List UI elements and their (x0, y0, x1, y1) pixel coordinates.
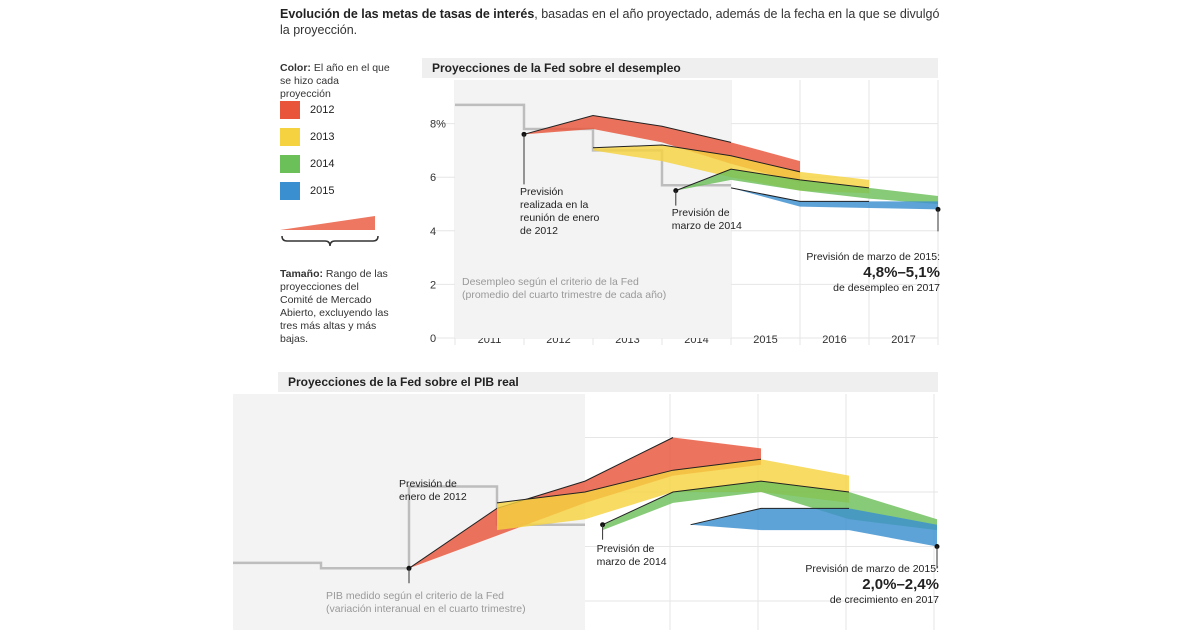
size-legend-graphic (280, 216, 379, 247)
legend-label: 2012 (310, 104, 335, 116)
y-tick-label: 2 (430, 279, 436, 291)
projection-outline-2015 (730, 187, 869, 202)
annotation: Previsión de marzo de 2014 (671, 206, 742, 232)
actual-step-line (455, 103, 731, 187)
legend-swatch (280, 101, 300, 119)
range-wedge (280, 216, 375, 230)
legend-swatch (280, 128, 300, 146)
x-tick-label: 2016 (822, 334, 846, 346)
projection-outline-2013 (496, 458, 762, 504)
actual-series-label: PIB medido según el criterio de la Fed (v… (326, 590, 526, 616)
projection-outline-2013 (592, 144, 801, 173)
annotation-pre: Previsión de marzo de 2015: (806, 251, 940, 264)
actual-label-line: PIB medido según el criterio de la Fed (326, 590, 505, 602)
headline-bold: Evolución de las metas de tasas de inter… (280, 7, 535, 21)
actual-label-line: (promedio del cuarto trimestre de cada a… (462, 289, 667, 301)
legend-item-2013: 2013 (280, 128, 334, 146)
annotation-post: de crecimiento en 2017 (829, 593, 939, 606)
projection-outline-2014 (602, 480, 850, 526)
actual-series-label: Desempleo según el criterio de la Fed (pr… (462, 276, 666, 302)
color-text: El año en el que se hizo cada proyección (280, 62, 390, 100)
gdp-chart-title: Proyecciones de la Fed sobre el PIB real (278, 372, 938, 392)
headline-rest: , basadas en el año proyectado, además d… (280, 7, 940, 37)
projection-band-2012 (524, 115, 800, 183)
annotation-pre: Previsión de marzo de 2015: (805, 562, 939, 575)
legend-swatch (280, 155, 300, 173)
legend-item-2014: 2014 (280, 155, 334, 173)
size-legend-caption: Tamaño: Rango de las proyecciones del Co… (280, 268, 390, 346)
projection-outline-2015 (690, 507, 849, 526)
brace-icon (281, 235, 379, 247)
color-legend-caption: Color: El año en el que se hizo cada pro… (280, 62, 390, 101)
legend-label: 2015 (310, 185, 335, 197)
projection-band-2014 (675, 169, 938, 204)
projection-band-2015 (731, 187, 938, 210)
projection-band-2013 (497, 459, 849, 531)
projection-outline-2012 (523, 115, 732, 143)
projection-outline-2014 (675, 168, 870, 192)
final-forecast-annotation: Previsión de marzo de 2015: 2,0%–2,4% de c… (759, 563, 939, 607)
annotation-value: 2,0%–2,4% (862, 575, 939, 593)
size-text: Rango de las proyecciones del Comité de … (280, 268, 389, 345)
x-tick-label: 2017 (891, 334, 915, 346)
legend-swatch (280, 182, 300, 200)
legend-item-2012: 2012 (280, 101, 334, 119)
x-tick-label: 2015 (753, 334, 777, 346)
y-tick-label: 6 (430, 172, 436, 184)
annotation-value: 4,8%–5,1% (863, 264, 940, 282)
legend-label: 2013 (310, 131, 335, 143)
actual-label-line: Desempleo según el criterio de la Fed (462, 276, 639, 288)
projection-outline-2012 (408, 437, 674, 569)
y-tick-label: 4 (430, 226, 436, 238)
annotation-post: de desempleo en 2017 (833, 282, 940, 295)
projection-band-2015 (690, 508, 937, 547)
annotation: Previsión de marzo de 2014 (596, 542, 667, 568)
annotation: Previsión realizada en la reunión de ene… (520, 186, 600, 238)
size-label: Tamaño: (280, 268, 323, 280)
legend-item-2015: 2015 (280, 182, 334, 200)
unemployment-chart-title: Proyecciones de la Fed sobre el desemple… (422, 58, 938, 78)
annotation: Previsión de enero de 2012 (399, 478, 467, 504)
legend-label: 2014 (310, 158, 335, 170)
color-label: Color: (280, 62, 311, 74)
y-tick-label: 8% (430, 119, 446, 131)
y-tick-label: 0 (430, 333, 436, 345)
actual-label-line: (variación interanual en el cuarto trime… (326, 603, 526, 615)
headline: Evolución de las metas de tasas de inter… (280, 6, 940, 38)
final-forecast-annotation: Previsión de marzo de 2015: 4,8%–5,1% de d… (760, 251, 940, 295)
